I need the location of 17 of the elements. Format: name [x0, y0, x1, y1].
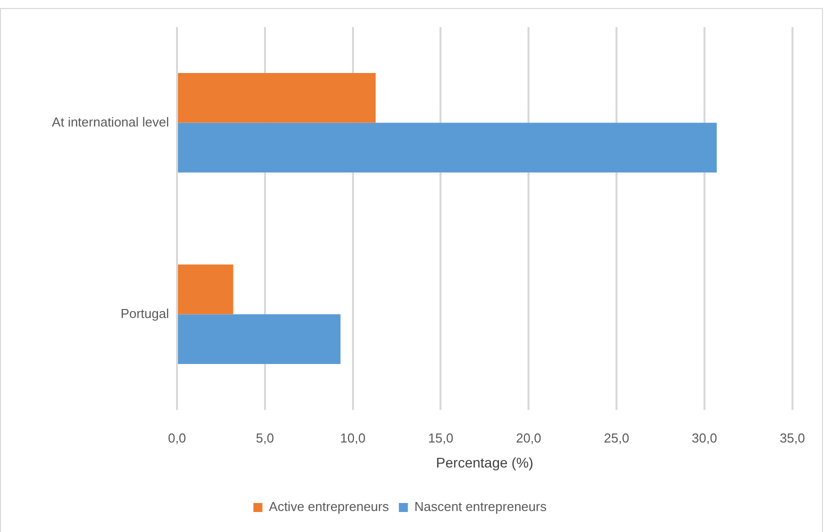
x-tick-label: 30,0 [692, 430, 718, 446]
x-tick-label: 15,0 [428, 430, 454, 446]
legend-label: Active entrepreneurs [268, 499, 390, 514]
bar [178, 314, 341, 364]
x-tick-label: 0,0 [168, 430, 186, 446]
bar [178, 264, 234, 314]
x-tick-label: 5,0 [256, 430, 274, 446]
bar [178, 122, 717, 173]
x-tick-label: 25,0 [604, 430, 630, 446]
legend-label: Nascent entrepreneurs [414, 499, 548, 514]
x-axis-title: Percentage (%) [436, 454, 534, 470]
bar [178, 72, 376, 123]
x-tick-label: 20,0 [516, 430, 542, 446]
y-tick-label: Portugal [120, 306, 170, 321]
y-tick-label: At international level [52, 114, 170, 130]
x-tick-label: 10,0 [340, 430, 366, 446]
x-tick-label: 35,0 [780, 430, 806, 446]
